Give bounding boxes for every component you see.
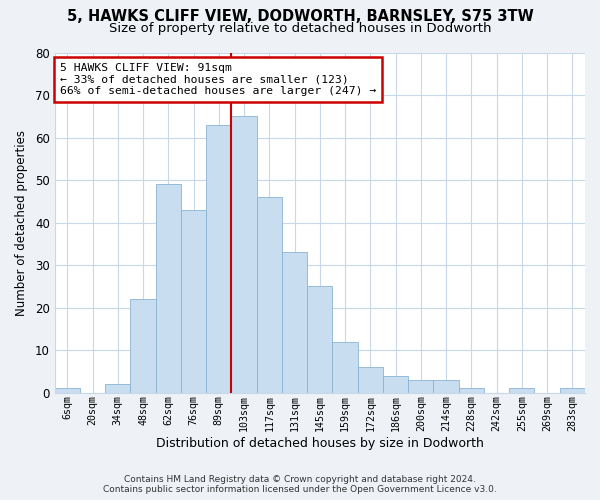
- Bar: [332, 342, 358, 392]
- Bar: [55, 388, 80, 392]
- Bar: [433, 380, 459, 392]
- Bar: [408, 380, 433, 392]
- Bar: [560, 388, 585, 392]
- Bar: [232, 116, 257, 392]
- Bar: [181, 210, 206, 392]
- Bar: [459, 388, 484, 392]
- Bar: [509, 388, 535, 392]
- Text: Contains HM Land Registry data © Crown copyright and database right 2024.
Contai: Contains HM Land Registry data © Crown c…: [103, 474, 497, 494]
- Bar: [282, 252, 307, 392]
- Bar: [383, 376, 408, 392]
- Bar: [358, 367, 383, 392]
- X-axis label: Distribution of detached houses by size in Dodworth: Distribution of detached houses by size …: [156, 437, 484, 450]
- Bar: [130, 299, 155, 392]
- Bar: [257, 197, 282, 392]
- Y-axis label: Number of detached properties: Number of detached properties: [15, 130, 28, 316]
- Bar: [307, 286, 332, 393]
- Text: Size of property relative to detached houses in Dodworth: Size of property relative to detached ho…: [109, 22, 491, 35]
- Bar: [155, 184, 181, 392]
- Text: 5 HAWKS CLIFF VIEW: 91sqm
← 33% of detached houses are smaller (123)
66% of semi: 5 HAWKS CLIFF VIEW: 91sqm ← 33% of detac…: [60, 62, 376, 96]
- Bar: [105, 384, 130, 392]
- Text: 5, HAWKS CLIFF VIEW, DODWORTH, BARNSLEY, S75 3TW: 5, HAWKS CLIFF VIEW, DODWORTH, BARNSLEY,…: [67, 9, 533, 24]
- Bar: [206, 125, 232, 392]
